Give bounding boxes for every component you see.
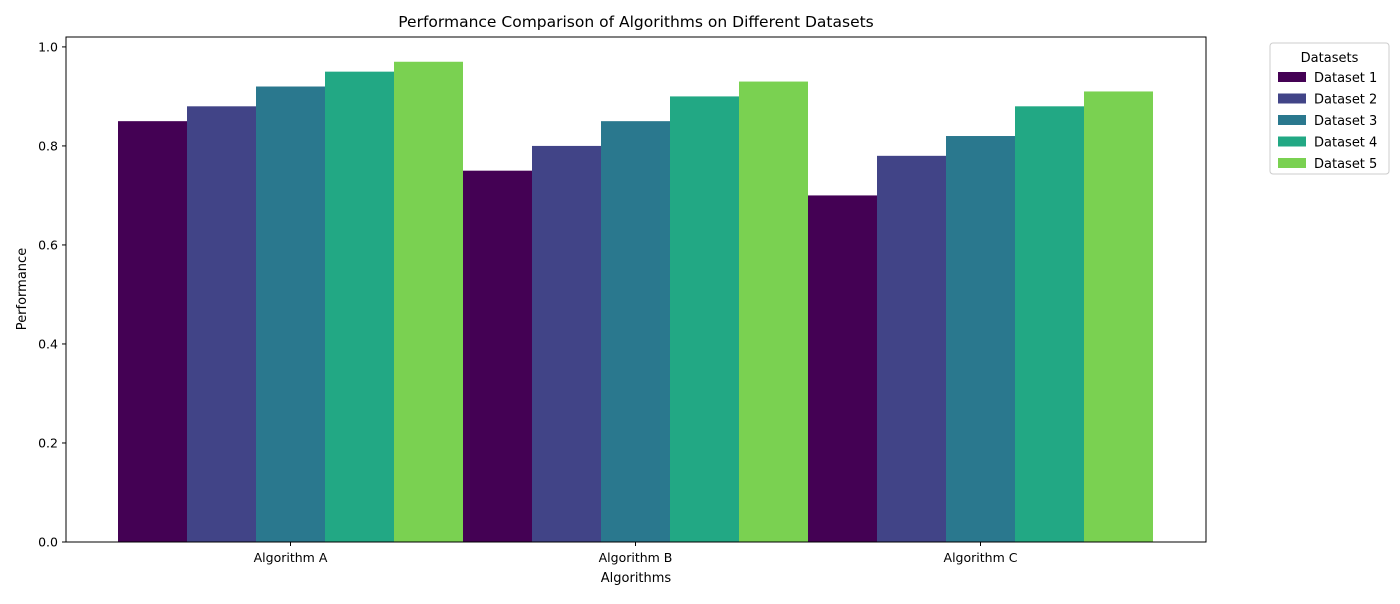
legend-swatch-dataset-4 [1278, 136, 1306, 147]
bar-dataset-5-algorithm-c [1084, 91, 1153, 542]
bar-dataset-2-algorithm-b [532, 145, 601, 542]
y-tick-label: 1.0 [38, 39, 58, 54]
bar-dataset-1-algorithm-b [463, 170, 532, 543]
legend-label-dataset-3: Dataset 3 [1314, 114, 1377, 129]
x-tick-label: Algorithm B [599, 550, 673, 565]
legend-swatch-dataset-1 [1278, 72, 1306, 82]
y-tick-label: 0.4 [38, 336, 58, 351]
legend-title: Datasets [1301, 51, 1359, 66]
bar-dataset-1-algorithm-c [808, 195, 877, 542]
bar-dataset-1-algorithm-a [118, 121, 187, 543]
y-tick-label: 0.6 [38, 237, 58, 252]
legend-label-dataset-5: Dataset 5 [1314, 157, 1377, 172]
axes-layer: 0.0 0.2 0.4 0.6 0.8 1.0 Algorithm A Algorithm B… [38, 36, 1207, 565]
y-tick-label: 0.8 [38, 138, 58, 153]
bar-dataset-3-algorithm-b [601, 121, 670, 543]
y-tick-label: 0.2 [38, 435, 58, 450]
legend-swatch-dataset-3 [1278, 115, 1306, 125]
legend-label-dataset-2: Dataset 2 [1314, 93, 1377, 108]
legend-swatch-dataset-2 [1278, 93, 1306, 104]
bars-layer [118, 61, 1153, 543]
bar-dataset-2-algorithm-a [187, 106, 256, 543]
bar-dataset-4-algorithm-b [670, 96, 739, 542]
x-tick-label: Algorithm C [944, 550, 1018, 565]
legend-label-dataset-1: Dataset 1 [1314, 71, 1377, 86]
x-tick-label: Algorithm A [254, 550, 328, 565]
chart-title: Performance Comparison of Algorithms on … [398, 13, 874, 31]
bar-dataset-3-algorithm-a [256, 86, 325, 543]
y-axis-label: Performance [15, 248, 30, 330]
bar-dataset-2-algorithm-c [877, 155, 946, 542]
bar-dataset-5-algorithm-b [739, 81, 808, 542]
bar-dataset-5-algorithm-a [394, 61, 463, 542]
bar-dataset-4-algorithm-c [1015, 106, 1084, 543]
legend-swatch-dataset-5 [1278, 158, 1306, 168]
bar-dataset-4-algorithm-a [325, 71, 394, 542]
legend-label-dataset-4: Dataset 4 [1314, 136, 1377, 151]
y-tick-label: 0.0 [38, 535, 58, 550]
x-axis-label: Algorithms [601, 571, 672, 586]
legend: Datasets Dataset 1 Dataset 2 Dataset 3 Datas… [1269, 42, 1390, 175]
bar-dataset-3-algorithm-c [946, 136, 1015, 543]
